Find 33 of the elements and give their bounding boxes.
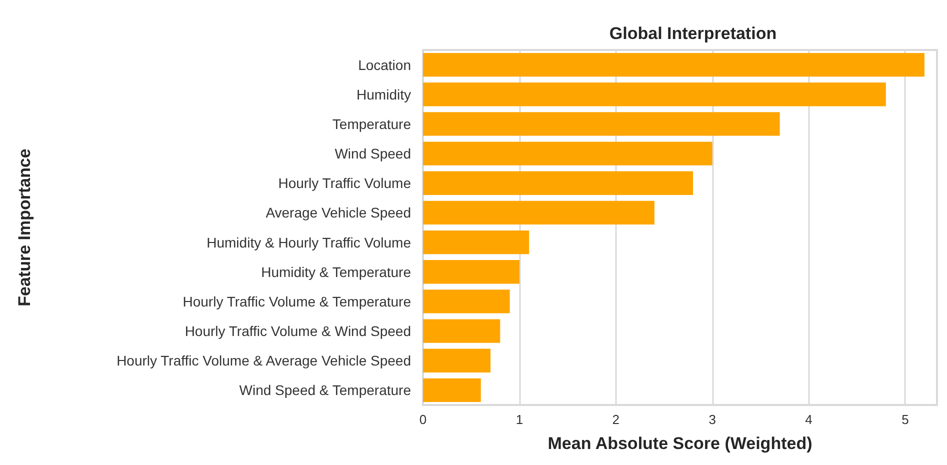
- bar: [423, 260, 520, 284]
- x-axis-title: Mean Absolute Score (Weighted): [548, 434, 812, 453]
- y-tick-label: Wind Speed & Temperature: [239, 382, 412, 398]
- x-tick-label: 0: [419, 412, 427, 427]
- bar: [423, 290, 510, 314]
- y-tick-label: Temperature: [332, 116, 412, 132]
- bar: [423, 82, 886, 106]
- chart-title: Global Interpretation: [609, 24, 777, 43]
- bar: [423, 200, 654, 225]
- y-tick-label: Average Vehicle Speed: [266, 204, 411, 221]
- y-tick-label: Hourly Traffic Volume & Temperature: [182, 293, 412, 310]
- y-tick-label: Hourly Traffic Volume & Wind Speed: [184, 323, 411, 340]
- bar: [423, 171, 694, 195]
- y-axis-title: Feature Importance: [15, 148, 34, 306]
- y-tick-label: Humidity: [356, 86, 411, 102]
- x-tick-label: 5: [902, 412, 909, 427]
- x-tick-label: 4: [805, 412, 812, 427]
- y-tick-label: Hourly Traffic Volume & Average Vehicle Speed: [116, 352, 411, 369]
- x-tick-label: 1: [516, 412, 524, 427]
- bar: [423, 112, 780, 136]
- bar: [423, 319, 500, 343]
- y-tick-label: Wind Speed: [334, 146, 411, 162]
- x-tick-label: 2: [612, 412, 620, 427]
- y-tick-label: Humidity & Temperature: [261, 264, 412, 280]
- x-tick-label: 3: [708, 412, 716, 427]
- y-tick-label: Humidity & Hourly Traffic Volume: [206, 234, 412, 250]
- y-tick-label: Location: [358, 56, 411, 73]
- bar: [423, 142, 712, 166]
- y-tick-label: Hourly Traffic Volume: [278, 175, 412, 192]
- bar: [423, 378, 481, 402]
- bar: [423, 230, 530, 254]
- bar: [423, 348, 491, 372]
- bar: [423, 52, 924, 77]
